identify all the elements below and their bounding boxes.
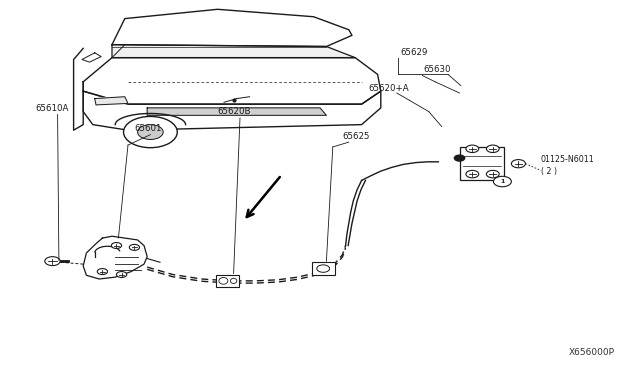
- Polygon shape: [112, 45, 355, 58]
- Circle shape: [45, 257, 60, 266]
- Polygon shape: [82, 53, 101, 62]
- Circle shape: [317, 265, 330, 272]
- Text: 65620B: 65620B: [218, 108, 251, 116]
- Text: 65629: 65629: [400, 48, 428, 57]
- Ellipse shape: [230, 278, 237, 283]
- Circle shape: [511, 160, 525, 168]
- Polygon shape: [83, 236, 147, 279]
- Circle shape: [138, 125, 163, 140]
- Text: 01125-N6011
( 2 ): 01125-N6011 ( 2 ): [541, 155, 595, 176]
- Circle shape: [466, 145, 479, 153]
- Circle shape: [116, 272, 127, 278]
- Text: X656000P: X656000P: [568, 348, 614, 357]
- Polygon shape: [147, 108, 326, 115]
- Polygon shape: [83, 58, 381, 104]
- Bar: [216, 275, 239, 287]
- Circle shape: [111, 243, 122, 248]
- Circle shape: [124, 116, 177, 148]
- Ellipse shape: [219, 278, 228, 284]
- Circle shape: [129, 244, 140, 250]
- Text: 1: 1: [500, 179, 504, 184]
- Text: 65630: 65630: [424, 65, 451, 74]
- Polygon shape: [95, 97, 128, 105]
- Circle shape: [466, 170, 479, 178]
- Text: 65601: 65601: [134, 124, 162, 133]
- Text: 65610A: 65610A: [35, 105, 68, 113]
- Circle shape: [486, 170, 499, 178]
- Polygon shape: [74, 48, 83, 130]
- Circle shape: [493, 176, 511, 187]
- Circle shape: [454, 155, 465, 161]
- Bar: [312, 262, 335, 275]
- Circle shape: [486, 145, 499, 153]
- Polygon shape: [112, 9, 352, 46]
- Polygon shape: [83, 91, 381, 130]
- Text: 65625: 65625: [342, 132, 370, 141]
- Bar: [460, 147, 504, 180]
- Text: 65620+A: 65620+A: [368, 84, 408, 93]
- Circle shape: [97, 269, 108, 275]
